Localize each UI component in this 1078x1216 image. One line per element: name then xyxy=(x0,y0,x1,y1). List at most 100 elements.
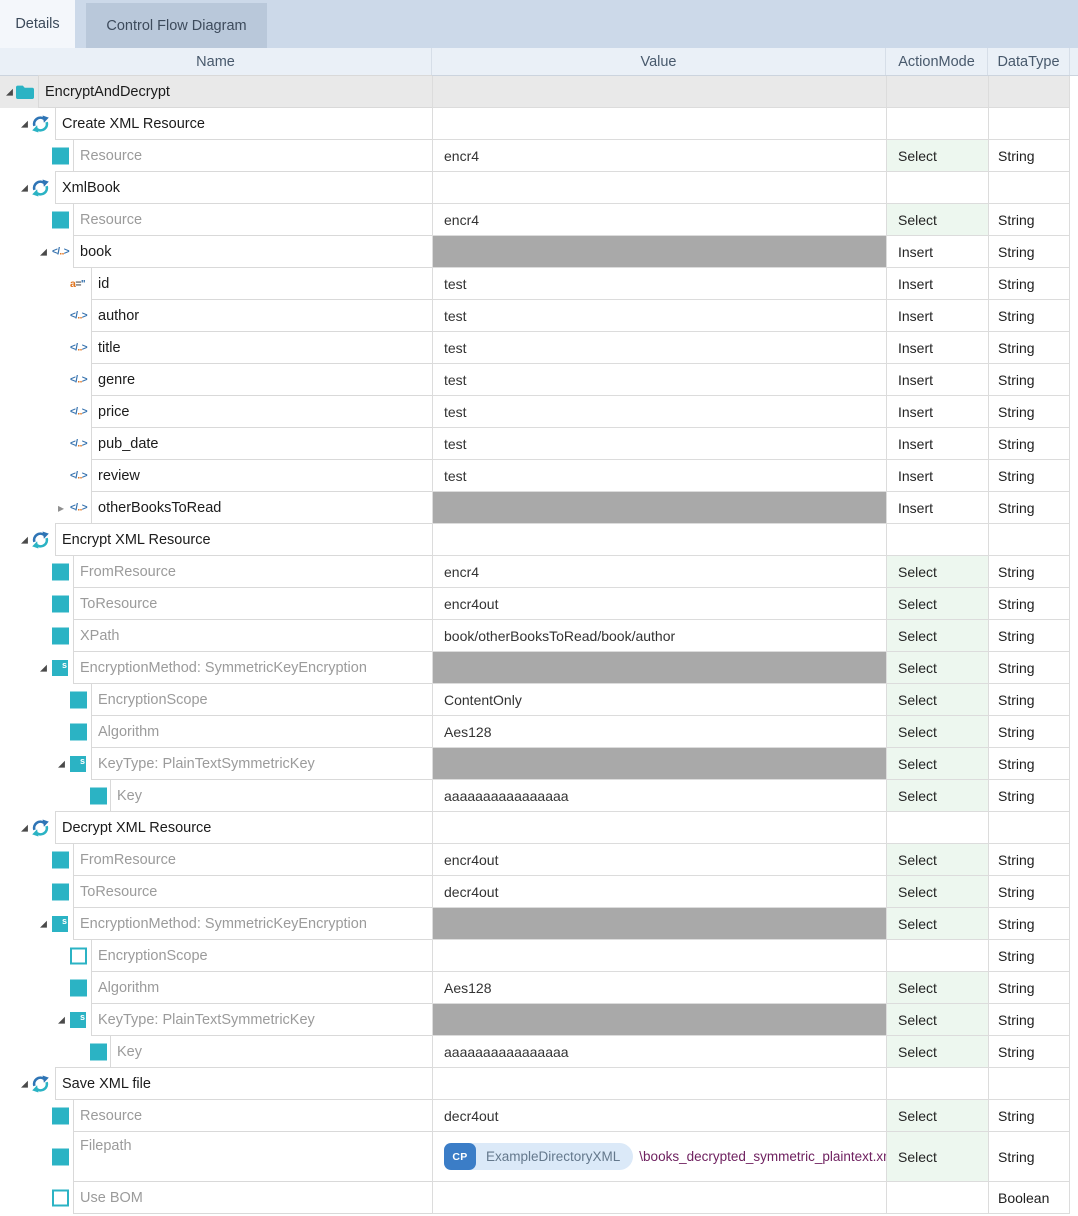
tree-row-9-genre[interactable]: </.. > genre test Insert String xyxy=(0,363,1078,396)
value-cell[interactable]: aaaaaaaaaaaaaaaa xyxy=(432,780,886,812)
actionmode-cell[interactable]: Select xyxy=(886,748,988,780)
value-cell[interactable]: test xyxy=(432,332,886,364)
tree-row-8-title[interactable]: </.. > title test Insert String xyxy=(0,331,1078,364)
value-cell[interactable] xyxy=(432,76,886,108)
tree-row-7-author[interactable]: </.. > author test Insert String xyxy=(0,299,1078,332)
value-cell[interactable] xyxy=(432,652,886,684)
actionmode-cell[interactable]: Insert xyxy=(886,236,988,268)
checkbox-checked-icon[interactable] xyxy=(52,595,69,613)
actionmode-cell[interactable]: Select xyxy=(886,780,988,812)
actionmode-cell[interactable]: Select xyxy=(886,1036,988,1068)
actionmode-cell[interactable]: Select xyxy=(886,716,988,748)
tree-row-10-price[interactable]: </.. > price test Insert String xyxy=(0,395,1078,428)
actionmode-cell[interactable]: Select xyxy=(886,844,988,876)
value-cell[interactable]: encr4 xyxy=(432,204,886,236)
value-cell[interactable]: CP ExampleDirectoryXML \books_decrypted_sy… xyxy=(432,1132,886,1182)
tree-row-2-resource[interactable]: Resource encr4 Select String xyxy=(0,139,1078,172)
actionmode-cell[interactable]: Select xyxy=(886,140,988,172)
expander-expanded-icon[interactable]: ◢ xyxy=(40,662,47,673)
value-cell[interactable]: encr4 xyxy=(432,140,886,172)
value-cell[interactable]: book/otherBooksToRead/book/author xyxy=(432,620,886,652)
column-header-datatype[interactable]: DataType xyxy=(988,48,1070,75)
checkbox-checked-icon[interactable] xyxy=(90,1043,107,1061)
expander-expanded-icon[interactable]: ◢ xyxy=(6,86,13,97)
expander-expanded-icon[interactable]: ◢ xyxy=(21,822,28,833)
actionmode-cell[interactable]: Select xyxy=(886,876,988,908)
tree-row-11-pub-date[interactable]: </.. > pub_date test Insert String xyxy=(0,427,1078,460)
value-cell[interactable] xyxy=(432,1004,886,1036)
value-cell[interactable] xyxy=(432,236,886,268)
tree-row-0-encryptanddecrypt[interactable]: ◢ EncryptAndDecrypt xyxy=(0,75,1078,108)
tree-row-26-encryptionmethod-symmetrickeyencryption[interactable]: ◢ s EncryptionMethod: SymmetricKeyEncrypti… xyxy=(0,907,1078,940)
checkbox-checked-icon[interactable] xyxy=(52,883,69,901)
checkbox-checked-icon[interactable] xyxy=(70,979,87,997)
expander-expanded-icon[interactable]: ◢ xyxy=(21,534,28,545)
expander-expanded-icon[interactable]: ◢ xyxy=(40,918,47,929)
value-cell[interactable] xyxy=(432,108,886,140)
expander-expanded-icon[interactable]: ◢ xyxy=(58,1014,65,1025)
checkbox-checked-icon[interactable] xyxy=(52,147,69,165)
value-cell[interactable]: Aes128 xyxy=(432,716,886,748)
tree-row-18-encryptionmethod-symmetrickeyencryption[interactable]: ◢ s EncryptionMethod: SymmetricKeyEncrypti… xyxy=(0,651,1078,684)
tree-row-22-key[interactable]: Key aaaaaaaaaaaaaaaa Select String xyxy=(0,779,1078,812)
value-cell[interactable] xyxy=(432,524,886,556)
tree-row-29-keytype-plaintextsymmetrickey[interactable]: ◢ s KeyType: PlainTextSymmetricKey Select St… xyxy=(0,1003,1078,1036)
expander-expanded-icon[interactable]: ◢ xyxy=(21,118,28,129)
tree-row-27-encryptionscope[interactable]: EncryptionScope String xyxy=(0,939,1078,972)
tree-row-24-fromresource[interactable]: FromResource encr4out Select String xyxy=(0,843,1078,876)
actionmode-cell[interactable]: Insert xyxy=(886,492,988,524)
value-cell[interactable]: test xyxy=(432,300,886,332)
tree-row-21-keytype-plaintextsymmetrickey[interactable]: ◢ s KeyType: PlainTextSymmetricKey Select St… xyxy=(0,747,1078,780)
value-cell[interactable]: test xyxy=(432,268,886,300)
checkbox-checked-icon[interactable] xyxy=(52,1148,69,1166)
value-cell[interactable]: encr4out xyxy=(432,844,886,876)
value-cell[interactable]: Aes128 xyxy=(432,972,886,1004)
actionmode-cell[interactable]: Select xyxy=(886,908,988,940)
value-cell[interactable]: ContentOnly xyxy=(432,684,886,716)
value-cell[interactable]: test xyxy=(432,396,886,428)
actionmode-cell[interactable]: Insert xyxy=(886,300,988,332)
value-cell[interactable] xyxy=(432,812,886,844)
checkbox-unchecked-icon[interactable] xyxy=(70,947,87,965)
value-cell[interactable]: decr4out xyxy=(432,876,886,908)
checkbox-checked-icon[interactable] xyxy=(70,723,87,741)
value-cell[interactable] xyxy=(432,172,886,204)
expander-expanded-icon[interactable]: ◢ xyxy=(21,182,28,193)
actionmode-cell[interactable]: Insert xyxy=(886,268,988,300)
column-header-actionmode[interactable]: ActionMode xyxy=(886,48,988,75)
tree-row-25-toresource[interactable]: ToResource decr4out Select String xyxy=(0,875,1078,908)
tab-details[interactable]: Details xyxy=(0,0,75,48)
value-cell[interactable]: aaaaaaaaaaaaaaaa xyxy=(432,1036,886,1068)
value-cell[interactable]: encr4 xyxy=(432,556,886,588)
tree-row-13-otherbookstoread[interactable]: ▸ </.. > otherBooksToRead Insert String xyxy=(0,491,1078,524)
checkbox-checked-icon[interactable] xyxy=(52,563,69,581)
checkbox-checked-icon[interactable] xyxy=(90,787,107,805)
value-cell[interactable] xyxy=(432,940,886,972)
actionmode-cell[interactable]: Select xyxy=(886,1100,988,1132)
actionmode-cell[interactable]: Select xyxy=(886,1132,988,1182)
tree-row-6-id[interactable]: a = '' id test Insert String xyxy=(0,267,1078,300)
config-parameter-pill[interactable]: CP ExampleDirectoryXML xyxy=(444,1143,634,1170)
value-cell[interactable] xyxy=(432,1182,886,1214)
checkbox-checked-icon[interactable] xyxy=(70,691,87,709)
value-cell[interactable]: test xyxy=(432,460,886,492)
checkbox-checked-icon[interactable] xyxy=(52,1107,69,1125)
expander-expanded-icon[interactable]: ◢ xyxy=(21,1078,28,1089)
tree-row-14-encrypt-xml-resource[interactable]: ◢ Encrypt XML Resource xyxy=(0,523,1078,556)
value-cell[interactable] xyxy=(432,908,886,940)
actionmode-cell[interactable]: Select xyxy=(886,684,988,716)
column-header-name[interactable]: Name xyxy=(0,48,432,75)
tree-row-33-filepath[interactable]: Filepath CP ExampleDirectoryXML \books_decr… xyxy=(0,1131,1078,1182)
checkbox-unchecked-icon[interactable] xyxy=(52,1189,69,1207)
tab-control-flow-diagram[interactable]: Control Flow Diagram xyxy=(86,3,267,48)
tree-row-34-use-bom[interactable]: Use BOM Boolean xyxy=(0,1181,1078,1214)
tree-row-32-resource[interactable]: Resource decr4out Select String xyxy=(0,1099,1078,1132)
actionmode-cell[interactable]: Insert xyxy=(886,364,988,396)
column-header-value[interactable]: Value xyxy=(432,48,886,75)
value-cell[interactable]: test xyxy=(432,428,886,460)
actionmode-cell[interactable]: Select xyxy=(886,652,988,684)
tree-row-19-encryptionscope[interactable]: EncryptionScope ContentOnly Select String xyxy=(0,683,1078,716)
expander-expanded-icon[interactable]: ◢ xyxy=(58,758,65,769)
tree-row-3-xmlbook[interactable]: ◢ XmlBook xyxy=(0,171,1078,204)
value-cell[interactable]: decr4out xyxy=(432,1100,886,1132)
